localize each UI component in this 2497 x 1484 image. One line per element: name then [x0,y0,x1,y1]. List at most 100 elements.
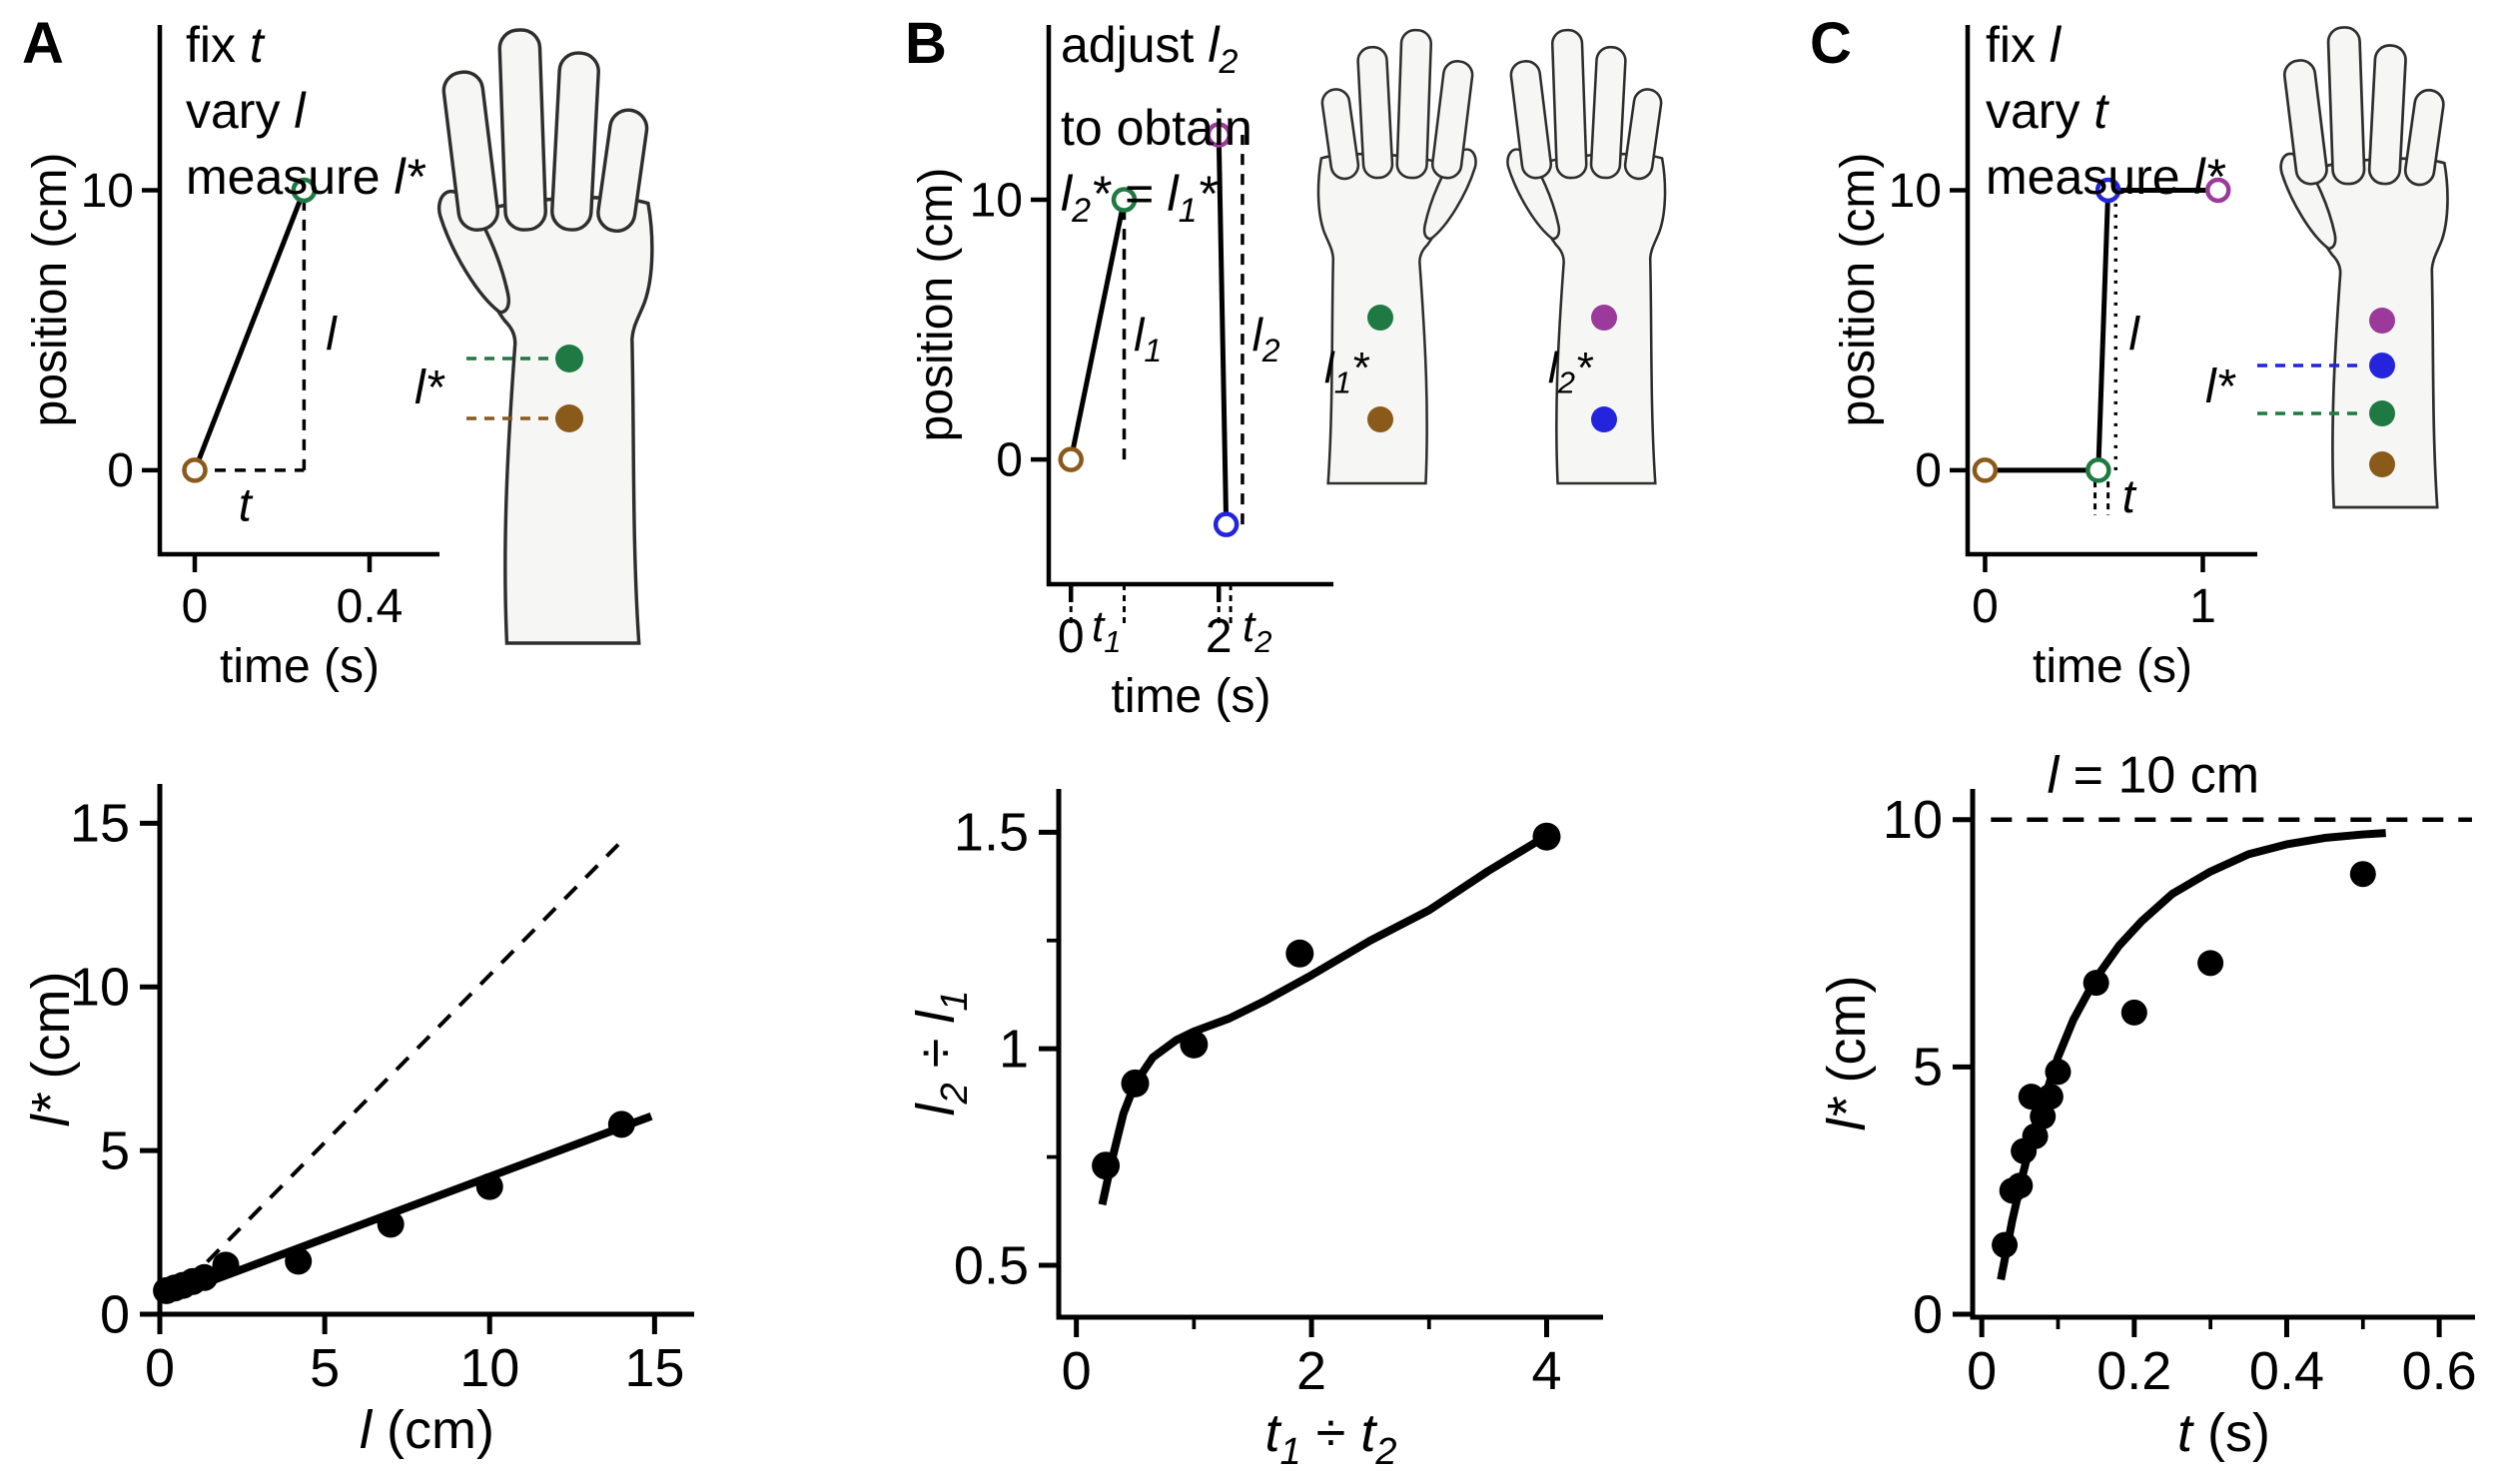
green-skin-marker [2369,400,2395,426]
x-axis-label: l (cm) [360,1400,494,1460]
panel-c-instruction: fix l vary t measure l* [1986,12,2224,210]
hand-drawing [2279,26,2449,509]
movement-2 [1216,134,1230,525]
axes [157,25,439,557]
model-line [1098,828,1555,1206]
x-axis-label: t1 ÷ t2 [1265,1403,1397,1473]
text-segment: vary [1986,83,2094,139]
panel-a-inset-plot: 0 0.4 0 10 time (s) position (cm) t l [24,25,439,693]
green-open-marker [2085,457,2111,483]
middle-finger [497,28,547,232]
plot-annotation: t1 [1092,602,1121,659]
y-axis-label: l* (cm) [21,972,81,1127]
y-tick-label: 10 [1883,790,1943,850]
plot-annotation: l [2128,307,2140,360]
panel-b-instruction: adjust l2 to obtain l2* = l1* [1061,12,1252,244]
unity-dashed-line [184,843,620,1285]
middle-finger [1550,28,1588,180]
ring-finger [550,51,600,232]
data-points [2007,1172,2034,1199]
instruction-line: l2* = l1* [1061,161,1252,244]
data-points [2120,999,2147,1026]
instruction-line: adjust l2 [1061,12,1252,95]
panel-a-hand-illustration: l* [415,28,654,645]
plot-annotation: l1 [1134,309,1162,369]
brown-open-marker [182,457,208,483]
axes [1965,25,2257,557]
text-segment: l [294,83,306,139]
plot-annotation: t [2122,469,2137,522]
data-points [2349,861,2376,888]
data-points [377,1210,405,1238]
ring-finger [2367,44,2407,186]
axes [1970,789,2475,1320]
text-segment: l [2049,17,2062,73]
data-points [1285,939,1314,968]
data-points [607,1111,635,1138]
y-tick-label: 0 [100,1284,130,1344]
data-points [2082,970,2109,997]
green-skin-marker [555,345,583,372]
panel-b-main-plot: 0 2 4 0.5 1 1.5 t1 ÷ t2 l2 ÷ l1 [906,789,1603,1473]
data-points [1092,1151,1121,1180]
y-tick-label: 5 [100,1120,130,1180]
hand-distance-label: l1* [1324,344,1370,400]
pinky-finger [1623,88,1663,181]
data-points [212,1251,240,1279]
brown-skin-marker [1367,406,1393,432]
text-segment: to obtain [1061,100,1252,156]
brown-skin-marker [2369,451,2395,477]
purple-skin-marker [2369,308,2395,334]
x-tick-label: 0 [182,580,209,633]
text-segment: measure [1986,149,2194,205]
data-points [475,1172,503,1200]
hand-distance-label: l* [415,362,445,414]
panel-label-c: C [1810,11,1852,76]
data-points [2037,1084,2064,1111]
instruction-line: fix l [1986,12,2224,78]
index-finger [2282,59,2328,186]
y-tick-label: 1 [999,1020,1029,1080]
text-segment: l [1208,17,1220,73]
axes [157,784,694,1317]
data-points [1180,1030,1209,1059]
y-axis-label: position (cm) [910,168,963,442]
green-open-marker [1111,187,1138,213]
x-tick-label: 0.6 [2402,1341,2477,1401]
blue-open-marker [1213,511,1240,537]
data-points [1992,1231,2019,1258]
plot-annotation: t2 [1243,602,1271,659]
movement-line [1985,187,2218,473]
y-axis-label: l* (cm) [1817,976,1877,1131]
brown-open-marker [1058,446,1084,472]
x-tick-label: 0.2 [2096,1341,2171,1401]
hand-distance-label: l* [2205,361,2236,413]
x-tick-label: 4 [1531,1341,1561,1401]
text-segment: fix [1986,17,2050,73]
middle-finger [2326,26,2366,186]
x-tick-label: 15 [624,1338,684,1398]
x-tick-label: 0 [145,1338,175,1398]
movement-line [192,189,307,471]
y-axis-label: l2 ÷ l1 [906,991,976,1116]
blue-open-marker [2094,177,2121,204]
brown-skin-marker [555,404,583,432]
x-tick-label: 0.4 [337,580,404,633]
data-points [1532,822,1561,851]
panel-c-main-plot: 0 0.2 0.4 0.6 0 5 10 t (s) l* (cm) l = 10 cm [1817,746,2477,1463]
x-tick-label: 1 [2189,580,2216,633]
x-axis-label: time (s) [2033,640,2192,693]
y-tick-label: 15 [70,794,130,854]
plot-annotation: l [326,307,338,360]
text-segment: 2 [1072,192,1092,230]
data-points [191,1263,219,1291]
y-axis-label: position (cm) [1832,153,1885,427]
panel-a-main-plot: 0 5 10 15 0 5 10 15 l (cm) l* (cm) [21,784,694,1460]
green-skin-marker [1367,305,1393,331]
text-segment: l* [394,149,425,205]
hand-drawing [436,28,654,645]
plot-annotation: l2 [1252,309,1280,369]
